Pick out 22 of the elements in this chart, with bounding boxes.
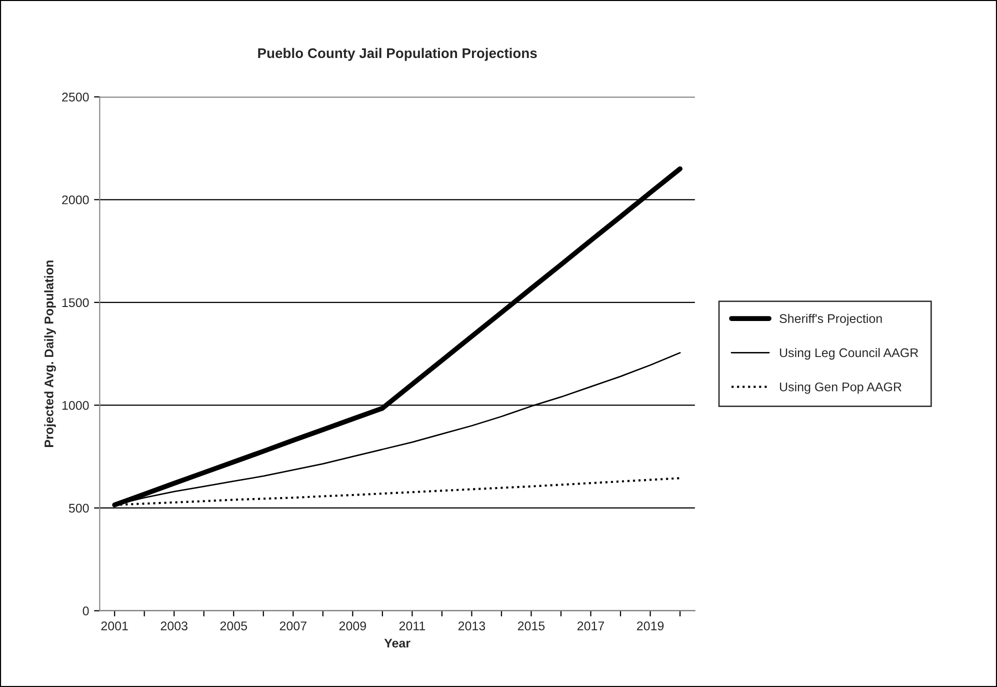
x-tick-label: 2011 xyxy=(399,621,426,630)
y-tick-label: 1500 xyxy=(62,298,89,308)
x-axis-title: Year xyxy=(384,638,410,648)
y-tick-label: 1000 xyxy=(62,400,89,410)
legend-label: Using Leg Council AAGR xyxy=(780,348,918,360)
y-tick-label: 500 xyxy=(68,504,89,513)
x-tick-label: 2017 xyxy=(577,621,604,630)
x-tick-label: 2003 xyxy=(160,621,188,630)
y-tick-label: 0 xyxy=(82,606,89,616)
x-tick-label: 2019 xyxy=(636,621,664,630)
legend-label: Using Gen Pop AAGR xyxy=(780,382,902,394)
x-tick-label: 2005 xyxy=(220,621,248,630)
chart-title: Pueblo County Jail Population Projections xyxy=(258,48,537,61)
x-tick-label: 2013 xyxy=(458,621,486,630)
y-axis-title: Projected Avg. Daily Population xyxy=(44,260,56,447)
y-tick-label: 2000 xyxy=(62,195,89,204)
y-tick-label: 2500 xyxy=(62,92,89,102)
x-tick-label: 2001 xyxy=(101,621,128,630)
legend-label: Sheriff's Projection xyxy=(780,314,882,326)
x-tick-label: 2015 xyxy=(518,621,545,630)
x-tick-label: 2007 xyxy=(280,621,306,630)
x-tick-label: 2009 xyxy=(339,621,366,630)
